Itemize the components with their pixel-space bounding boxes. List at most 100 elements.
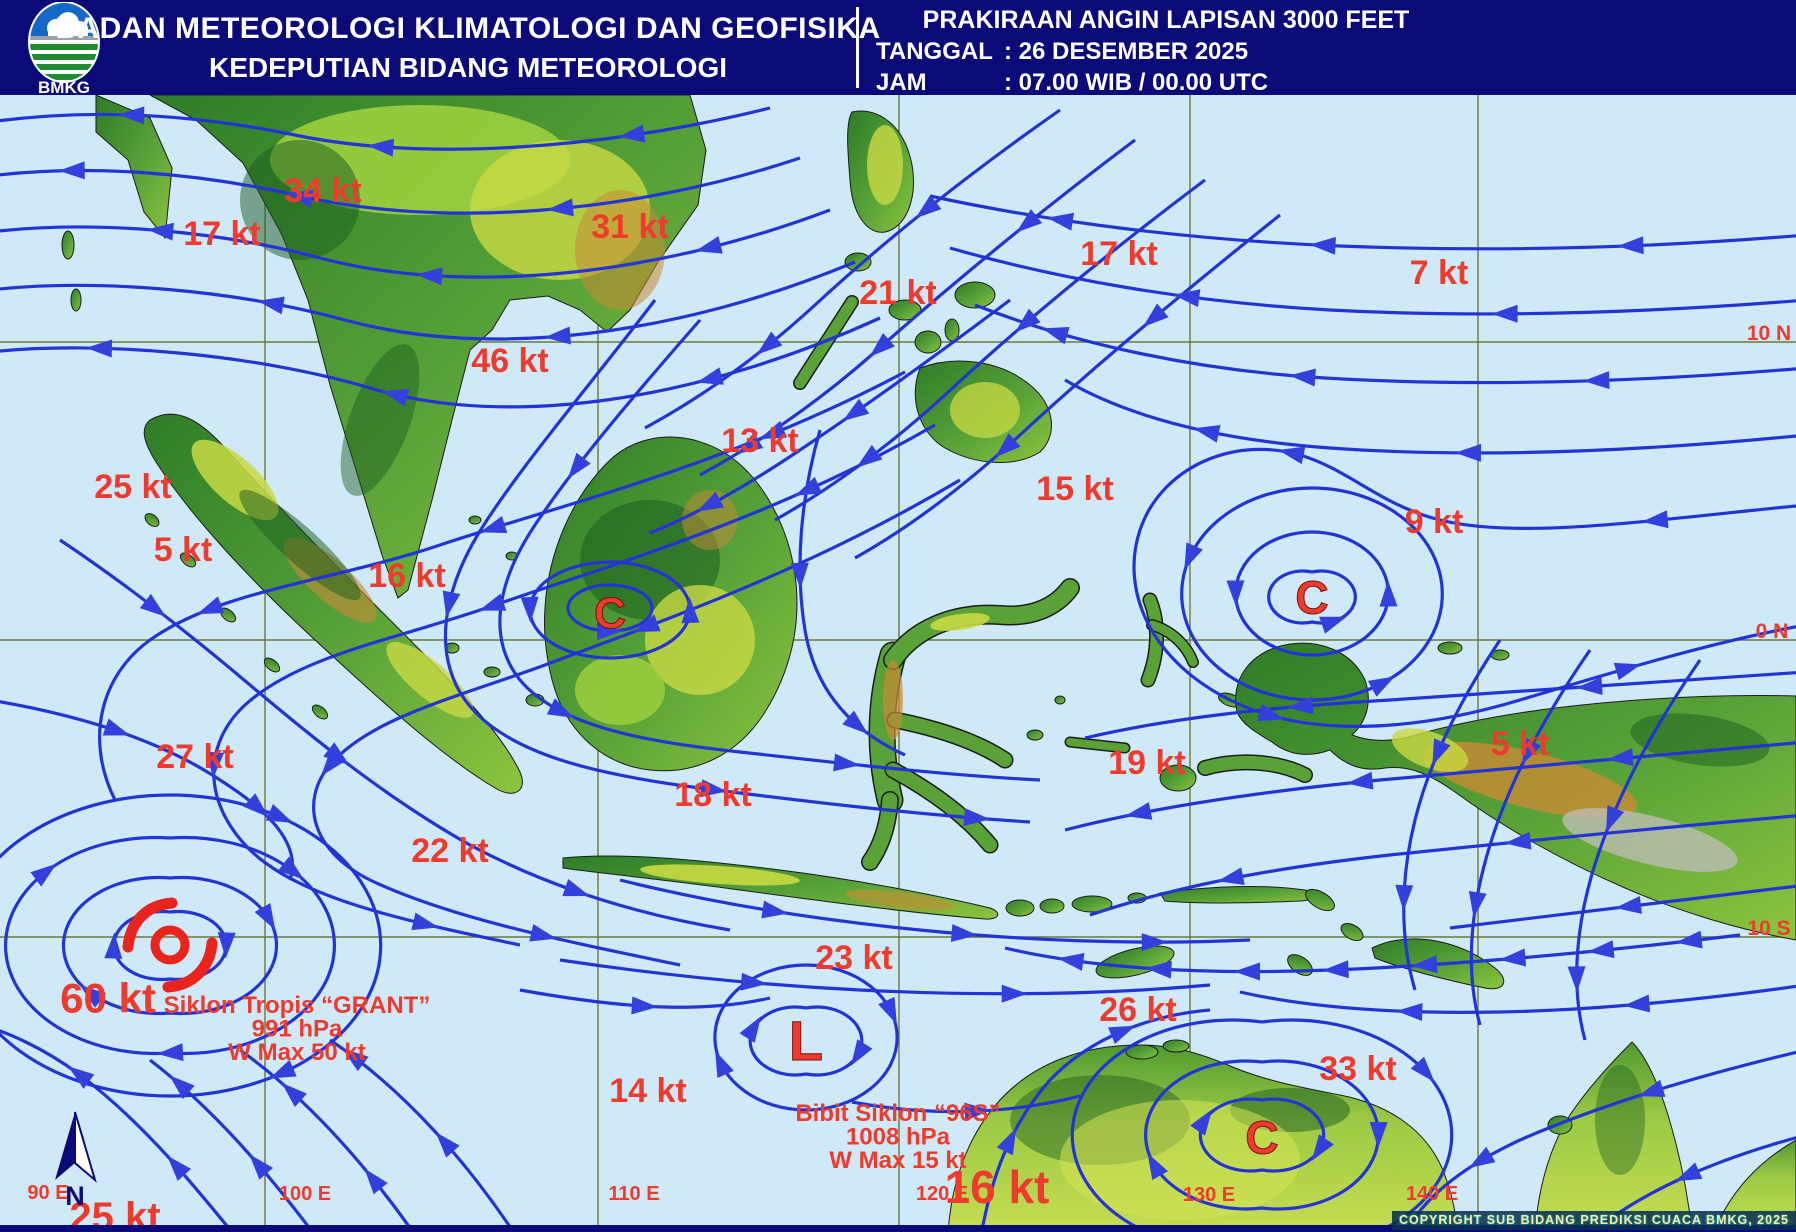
wind-speed-label: 17 kt <box>1080 235 1158 273</box>
wind-speed-label: 60 kt <box>60 975 156 1022</box>
wind-arrow-icon <box>68 1066 95 1089</box>
longitude-label: 130 E <box>1183 1184 1235 1206</box>
wind-arrow-icon <box>1615 896 1642 914</box>
wind-arrow-icon <box>1142 303 1169 328</box>
jam-row: JAM: 07.00 WIB / 00.00 UTC <box>876 69 1269 96</box>
wind-speed-label: 18 kt <box>674 776 752 814</box>
wind-arrow-icon <box>364 1168 388 1195</box>
cyclonic-circulation-marker: C <box>594 589 626 638</box>
wind-arrow-icon <box>842 710 869 735</box>
wind-arrow-icon <box>85 339 113 358</box>
wind-arrow-icon <box>411 912 439 931</box>
wind-arrow-icon <box>323 742 350 766</box>
wind-arrow-icon <box>915 195 942 219</box>
wind-arrow-icon <box>196 596 225 615</box>
wind-arrow-icon <box>435 1132 460 1158</box>
wind-arrow-icon <box>1001 984 1028 1003</box>
wind-arrow-icon <box>1623 994 1651 1013</box>
wind-arrow-icon <box>1057 953 1085 971</box>
tanggal-row: TANGGAL: 26 DESEMBER 2025 <box>876 38 1249 65</box>
wind-arrow-icon <box>1675 930 1703 949</box>
wind-arrow-icon <box>1432 738 1451 766</box>
wind-streamline-map: 34 kt 17 kt 31 kt 46 kt 21 kt 17 kt 7 kt 13 kt 2… <box>0 95 1796 1232</box>
longitude-label: 120 E <box>916 1183 968 1205</box>
wind-arrow-icon <box>1257 703 1285 722</box>
streamline-arrows <box>30 106 1703 1195</box>
wind-arrow-icon <box>367 138 395 157</box>
wind-speed-label: 14 kt <box>609 1072 687 1110</box>
wind-arrow-icon <box>1583 371 1610 390</box>
wind-arrow-icon <box>1491 304 1518 323</box>
wind-arrow-icon <box>254 903 276 931</box>
wind-arrow-icon <box>1322 960 1349 979</box>
north-arrow-icon: N <box>55 1111 97 1211</box>
wind-arrow-icon <box>167 1155 192 1181</box>
wind-arrow-icon <box>833 753 860 772</box>
wind-arrow-icon <box>1395 884 1414 912</box>
wind-arrow-icon <box>618 124 646 143</box>
wind-arrow-icon <box>850 1039 873 1066</box>
wind-arrow-icon <box>759 420 787 440</box>
wind-arrow-icon <box>1499 948 1527 967</box>
tropical-cyclone-icon <box>122 897 218 993</box>
wind-speed-label: 5 kt <box>154 531 213 569</box>
map-markers: N <box>55 897 218 1211</box>
wind-arrow-icon <box>1141 933 1168 952</box>
wind-arrow-icon <box>736 432 764 455</box>
wind-arrow-icon <box>740 972 768 991</box>
wind-arrow-icon <box>520 596 539 623</box>
wind-arrow-icon <box>633 614 661 633</box>
wind-arrow-icon <box>696 491 725 512</box>
north-label: N <box>65 1181 85 1211</box>
wind-arrow-icon <box>715 1050 734 1079</box>
wind-arrow-icon <box>1641 510 1669 529</box>
storm-annotation-line: Siklon Tropis “GRANT” <box>164 992 431 1019</box>
wind-arrow-icon <box>217 932 236 959</box>
wind-arrow-icon <box>1346 771 1374 790</box>
wind-arrow-icon <box>964 1102 991 1121</box>
wind-arrow-icon <box>1311 1134 1334 1161</box>
storm-annotation-line: W Max 15 kt <box>829 1147 966 1174</box>
wind-speed-label: 16 kt <box>368 557 446 595</box>
wind-arrow-icon <box>257 296 285 315</box>
wind-arrow-icon <box>206 751 225 779</box>
latitude-label: 0 N <box>1756 620 1789 643</box>
wind-arrow-icon <box>139 593 167 617</box>
wind-arrow-icon <box>286 189 314 208</box>
wind-arrow-icon <box>739 1016 762 1043</box>
wind-arrow-icon <box>442 590 461 618</box>
wind-arrow-icon <box>320 750 345 777</box>
wind-arrow-icon <box>478 593 507 611</box>
wind-arrow-icon <box>1369 1121 1388 1148</box>
wind-arrow-icon <box>1455 443 1482 462</box>
wind-arrow-icon <box>1042 327 1070 345</box>
wind-speed-label: 34 kt <box>284 172 362 210</box>
wind-arrow-icon <box>102 718 131 736</box>
wind-speed-label: 33 kt <box>1319 1050 1397 1088</box>
wind-speed-label: 21 kt <box>859 274 937 312</box>
header-bar: BMKG BADAN METEOROLOGI KLIMATOLOGI DAN G… <box>0 0 1796 96</box>
wind-arrow-icon <box>278 856 305 880</box>
wind-arrow-icon <box>761 900 789 919</box>
wind-speed-label: 5 kt <box>1491 725 1550 763</box>
wind-arrow-icon <box>243 793 269 818</box>
wind-arrow-icon <box>1379 580 1398 607</box>
agency-line1: BADAN METEOROLOGI KLIMATOLOGI DAN GEOFIS… <box>55 11 881 45</box>
wind-arrow-icon <box>756 331 783 355</box>
wind-arrow-icon <box>1193 425 1221 443</box>
wind-arrow-icon <box>342 1048 369 1072</box>
wind-arrow-icon <box>1190 1109 1213 1136</box>
wind-arrow-icon <box>1108 1025 1136 1044</box>
wind-arrow-icon <box>963 808 991 827</box>
wind-arrow-icon <box>1286 696 1314 715</box>
wind-arrow-icon <box>1289 368 1316 387</box>
wind-arrow-icon <box>996 1127 1017 1156</box>
wind-arrow-icon <box>281 1082 307 1107</box>
wind-arrow-icon <box>1396 1002 1423 1021</box>
wind-arrow-icon <box>1145 960 1172 979</box>
wind-arrow-icon <box>950 924 978 943</box>
product-title: PRAKIRAAN ANGIN LAPISAN 3000 FEET <box>922 6 1410 34</box>
storm-annotation-line: 991 hPa <box>252 1016 343 1043</box>
latitude-label: 10 N <box>1747 322 1791 345</box>
